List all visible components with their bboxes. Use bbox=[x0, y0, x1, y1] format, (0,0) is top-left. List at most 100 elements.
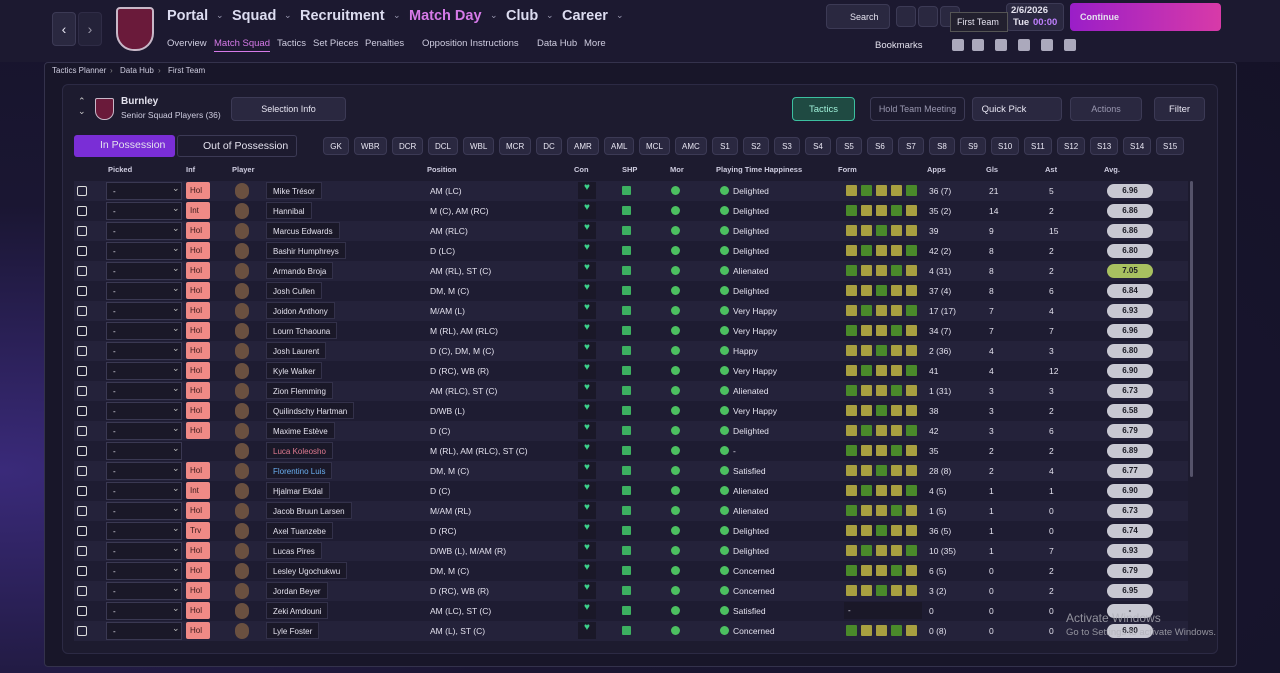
sub-nav-item[interactable]: Penalties bbox=[365, 38, 405, 49]
checkbox[interactable] bbox=[77, 426, 87, 436]
position-button[interactable]: S11 bbox=[1024, 137, 1052, 155]
picked-dropdown[interactable]: - bbox=[106, 422, 182, 440]
column-header[interactable]: Position bbox=[427, 165, 457, 174]
quick-pick[interactable]: Quick Pick bbox=[972, 97, 1062, 121]
breadcrumb-item[interactable]: First Team bbox=[168, 66, 206, 75]
table-row[interactable]: - ⌄ Luca Koleosho M (RL), AM (RLC), ST (C) ♥… bbox=[74, 441, 1188, 461]
breadcrumb-item[interactable]: Tactics Planner bbox=[52, 66, 107, 75]
main-nav-item[interactable]: Club bbox=[506, 8, 539, 24]
scrollbar[interactable] bbox=[1190, 181, 1193, 477]
sub-nav-item[interactable]: Data Hub bbox=[537, 38, 578, 49]
picked-dropdown[interactable]: - bbox=[106, 502, 182, 520]
checkbox[interactable] bbox=[77, 506, 87, 516]
position-button[interactable]: S10 bbox=[991, 137, 1020, 155]
checkbox[interactable] bbox=[77, 446, 87, 456]
column-header[interactable]: Ast bbox=[1045, 165, 1058, 174]
picked-dropdown[interactable]: - bbox=[106, 262, 182, 280]
column-header[interactable]: Picked bbox=[108, 165, 133, 174]
filter-button[interactable]: Filter bbox=[1154, 97, 1205, 121]
table-row[interactable]: - ⌄ Hol Joidon Anthony M/AM (L) ♥ Very Happy 17… bbox=[74, 301, 1188, 321]
table-row[interactable]: - ⌄ Hol Zion Flemming AM (RLC), ST (C) ♥ Alien… bbox=[74, 381, 1188, 401]
picked-dropdown[interactable]: - bbox=[106, 182, 182, 200]
player-name[interactable]: Lucas Pires bbox=[266, 542, 322, 559]
position-button[interactable]: S12 bbox=[1057, 137, 1086, 155]
position-button[interactable]: S13 bbox=[1090, 137, 1119, 155]
picked-dropdown[interactable]: - bbox=[106, 402, 182, 420]
position-button[interactable]: DCR bbox=[392, 137, 424, 155]
sub-nav-item[interactable]: Set Pieces bbox=[313, 38, 359, 49]
in-possession-tab[interactable]: In Possession bbox=[74, 135, 175, 157]
table-row[interactable]: - ⌄ Hol Mike Trésor AM (LC) ♥ Delighted 36 (7) 2… bbox=[74, 181, 1188, 201]
player-name[interactable]: Lyle Foster bbox=[266, 622, 320, 639]
main-nav-item[interactable]: Career bbox=[562, 8, 608, 24]
column-header[interactable]: Playing Time Happiness bbox=[716, 165, 803, 174]
position-button[interactable]: S14 bbox=[1123, 137, 1152, 155]
player-name[interactable]: Joidon Anthony bbox=[266, 302, 335, 319]
checkbox[interactable] bbox=[77, 466, 87, 476]
breadcrumb-item[interactable]: Data Hub bbox=[120, 66, 154, 75]
picked-dropdown[interactable]: - bbox=[106, 222, 182, 240]
team-meeting[interactable]: Hold Team Meeting bbox=[870, 97, 965, 121]
player-name[interactable]: Luca Koleosho bbox=[266, 442, 333, 459]
forward-button[interactable]: › bbox=[78, 12, 102, 46]
position-button[interactable]: AML bbox=[604, 137, 635, 155]
actions-button[interactable]: Actions bbox=[1070, 97, 1142, 121]
picked-dropdown[interactable]: - bbox=[106, 322, 182, 340]
table-row[interactable]: - ⌄ Int Hannibal M (C), AM (RC) ♥ Delighted 35 … bbox=[74, 201, 1188, 221]
picked-dropdown[interactable]: - bbox=[106, 482, 182, 500]
position-button[interactable]: DCL bbox=[428, 137, 459, 155]
out-possession-tab[interactable]: Out of Possession bbox=[177, 135, 297, 157]
position-button[interactable]: MCR bbox=[499, 137, 532, 155]
player-name[interactable]: Lourn Tchaouna bbox=[266, 322, 338, 339]
player-name[interactable]: Maxime Estève bbox=[266, 422, 335, 439]
sub-nav-item[interactable]: Overview bbox=[167, 38, 207, 49]
picked-dropdown[interactable]: - bbox=[106, 242, 182, 260]
continue-button[interactable]: Continue bbox=[1070, 3, 1221, 31]
table-row[interactable]: - ⌄ Hol Marcus Edwards AM (RLC) ♥ Delighted 39 9… bbox=[74, 221, 1188, 241]
column-header[interactable]: SHP bbox=[622, 165, 638, 174]
table-row[interactable]: - ⌄ Hol Lucas Pires D/WB (L), M/AM (R) ♥ Delig… bbox=[74, 541, 1188, 561]
checkbox[interactable] bbox=[77, 206, 87, 216]
sub-nav-item[interactable]: Tactics bbox=[277, 38, 307, 49]
quick-icon[interactable] bbox=[972, 39, 984, 51]
toolbar-icon[interactable] bbox=[896, 6, 916, 27]
position-button[interactable]: S2 bbox=[743, 137, 769, 155]
checkbox[interactable] bbox=[77, 326, 87, 336]
quick-icon[interactable] bbox=[1041, 39, 1053, 51]
table-row[interactable]: - ⌄ Hol Zeki Amdouni AM (LC), ST (C) ♥ Satisfi… bbox=[74, 601, 1188, 621]
player-name[interactable]: Hjalmar Ekdal bbox=[266, 482, 330, 499]
picked-dropdown[interactable]: - bbox=[106, 522, 182, 540]
quick-icon[interactable] bbox=[1018, 39, 1030, 51]
player-name[interactable]: Josh Cullen bbox=[266, 282, 322, 299]
table-row[interactable]: - ⌄ Int Hjalmar Ekdal D (C) ♥ Alienated 4 (5) 1 1… bbox=[74, 481, 1188, 501]
player-name[interactable]: Mike Trésor bbox=[266, 182, 322, 199]
picked-dropdown[interactable]: - bbox=[106, 302, 182, 320]
quick-icon[interactable] bbox=[952, 39, 964, 51]
search-box[interactable] bbox=[826, 4, 890, 29]
sub-nav-item[interactable]: Opposition Instructions bbox=[422, 38, 519, 49]
position-button[interactable]: AMR bbox=[567, 137, 599, 155]
picked-dropdown[interactable]: - bbox=[106, 342, 182, 360]
checkbox[interactable] bbox=[77, 386, 87, 396]
position-button[interactable]: WBR bbox=[354, 137, 387, 155]
main-nav-item[interactable]: Recruitment bbox=[300, 8, 385, 24]
picked-dropdown[interactable]: - bbox=[106, 442, 182, 460]
picked-dropdown[interactable]: - bbox=[106, 622, 182, 640]
table-row[interactable]: - ⌄ Hol Florentino Luis DM, M (C) ♥ Satisfied 2… bbox=[74, 461, 1188, 481]
picked-dropdown[interactable]: - bbox=[106, 562, 182, 580]
player-name[interactable]: Marcus Edwards bbox=[266, 222, 340, 239]
tactics-button[interactable]: Tactics bbox=[792, 97, 855, 121]
table-row[interactable]: - ⌄ Hol Kyle Walker D (RC), WB (R) ♥ Very Happ… bbox=[74, 361, 1188, 381]
collapse-toggle[interactable]: ⌃ ⌄ bbox=[78, 96, 86, 116]
column-header[interactable]: Player bbox=[232, 165, 255, 174]
player-name[interactable]: Jordan Beyer bbox=[266, 582, 328, 599]
table-row[interactable]: - ⌄ Hol Maxime Estève D (C) ♥ Delighted 42 3 6 6.7… bbox=[74, 421, 1188, 441]
checkbox[interactable] bbox=[77, 406, 87, 416]
selection-info[interactable]: Selection Info bbox=[231, 97, 346, 121]
checkbox[interactable] bbox=[77, 286, 87, 296]
checkbox[interactable] bbox=[77, 546, 87, 556]
picked-dropdown[interactable]: - bbox=[106, 602, 182, 620]
position-button[interactable]: S1 bbox=[712, 137, 738, 155]
main-nav-item[interactable]: Squad bbox=[232, 8, 277, 24]
position-button[interactable]: S4 bbox=[805, 137, 831, 155]
